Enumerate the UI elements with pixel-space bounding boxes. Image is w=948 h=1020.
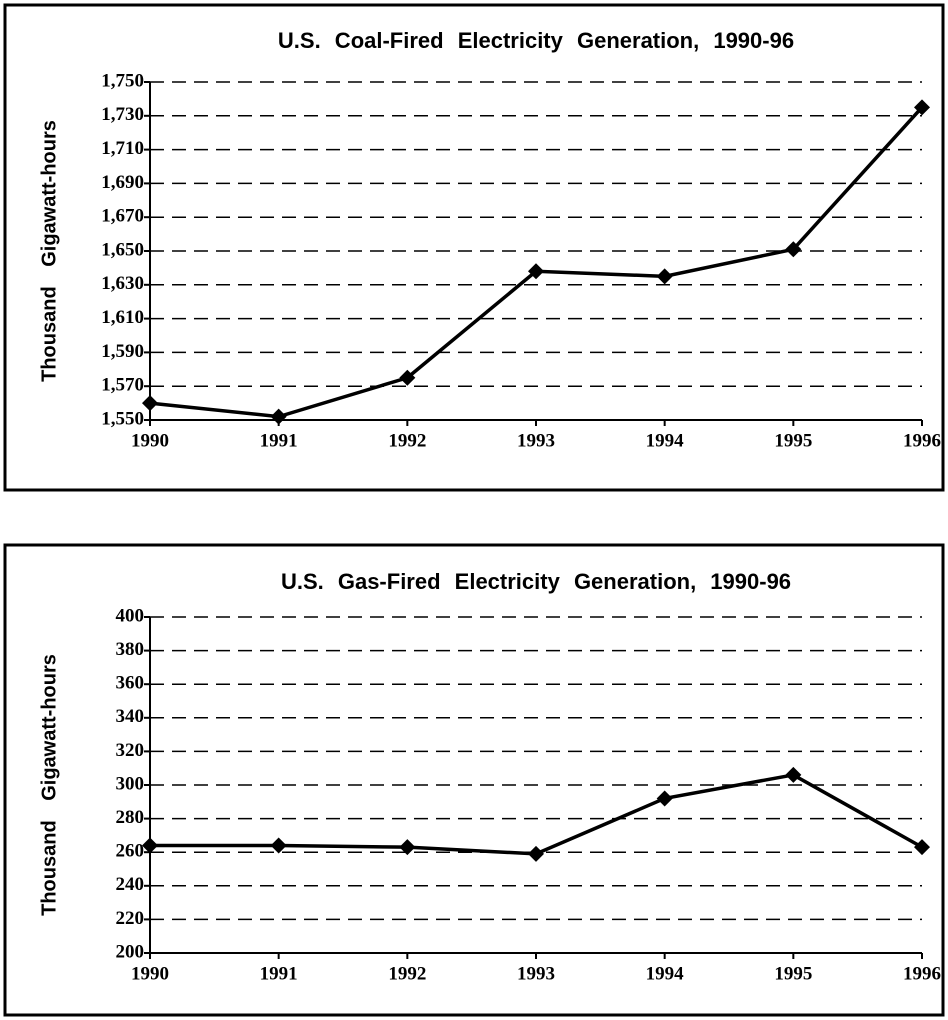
chart-frame (3, 3, 945, 492)
y-tick-label: 1,610 (101, 307, 144, 328)
x-tick-label: 1995 (774, 430, 812, 451)
x-tick-label: 1992 (388, 430, 426, 451)
y-axis-label: Thousand Gigawatt-hours (38, 654, 60, 916)
y-tick-label: 1,570 (101, 375, 144, 396)
y-tick-label: 240 (116, 874, 145, 895)
x-tick-label: 1994 (646, 430, 685, 451)
y-tick-label: 220 (116, 908, 145, 929)
y-tick-label: 1,690 (101, 172, 144, 193)
marker (399, 369, 416, 386)
marker (142, 837, 158, 854)
marker (656, 790, 673, 807)
y-tick-label: 340 (116, 706, 145, 727)
x-tick-label: 1990 (131, 430, 169, 451)
x-tick-label: 1995 (774, 963, 812, 984)
y-tick-label: 200 (116, 941, 145, 962)
y-tick-label: 1,730 (101, 104, 144, 125)
y-tick-label: 1,750 (101, 70, 144, 91)
x-tick-label: 1993 (517, 430, 555, 451)
chart-title: U.S. Gas-Fired Electricity Generation, 1… (281, 569, 791, 594)
y-tick-label: 1,630 (101, 273, 144, 294)
y-tick-label: 260 (116, 841, 145, 862)
y-tick-label: 280 (116, 807, 145, 828)
marker (270, 837, 287, 854)
marker (142, 395, 158, 412)
y-tick-label: 1,550 (101, 408, 144, 429)
marker (914, 99, 930, 116)
x-tick-label: 1991 (260, 430, 298, 451)
marker (785, 241, 802, 258)
marker (270, 408, 287, 425)
y-tick-label: 320 (116, 740, 145, 761)
marker (914, 839, 930, 856)
x-tick-label: 1996 (903, 430, 941, 451)
line (150, 773, 923, 856)
x-tick-label: 1993 (517, 963, 555, 984)
y-tick-label: 1,590 (101, 341, 144, 362)
y-axis-label: Thousand Gigawatt-hours (38, 120, 60, 382)
marker (528, 845, 544, 862)
y-tick-label: 400 (116, 605, 145, 626)
marker (656, 268, 673, 285)
x-tick-label: 1991 (260, 963, 298, 984)
marker (528, 263, 544, 280)
marker (399, 839, 416, 856)
x-tick-label: 1996 (903, 963, 941, 984)
y-tick-label: 1,650 (101, 239, 144, 260)
y-tick-label: 380 (116, 639, 145, 660)
x-tick-label: 1992 (388, 963, 426, 984)
line (149, 106, 924, 419)
x-tick-label: 1990 (131, 963, 169, 984)
marker (785, 766, 802, 783)
y-tick-label: 1,670 (101, 206, 144, 227)
y-tick-label: 360 (116, 673, 145, 694)
y-tick-label: 300 (116, 773, 145, 794)
chart-title: U.S. Coal-Fired Electricity Generation, … (278, 28, 794, 53)
y-tick-label: 1,710 (101, 138, 144, 159)
x-tick-label: 1994 (646, 963, 685, 984)
chart-frame (3, 543, 945, 1017)
